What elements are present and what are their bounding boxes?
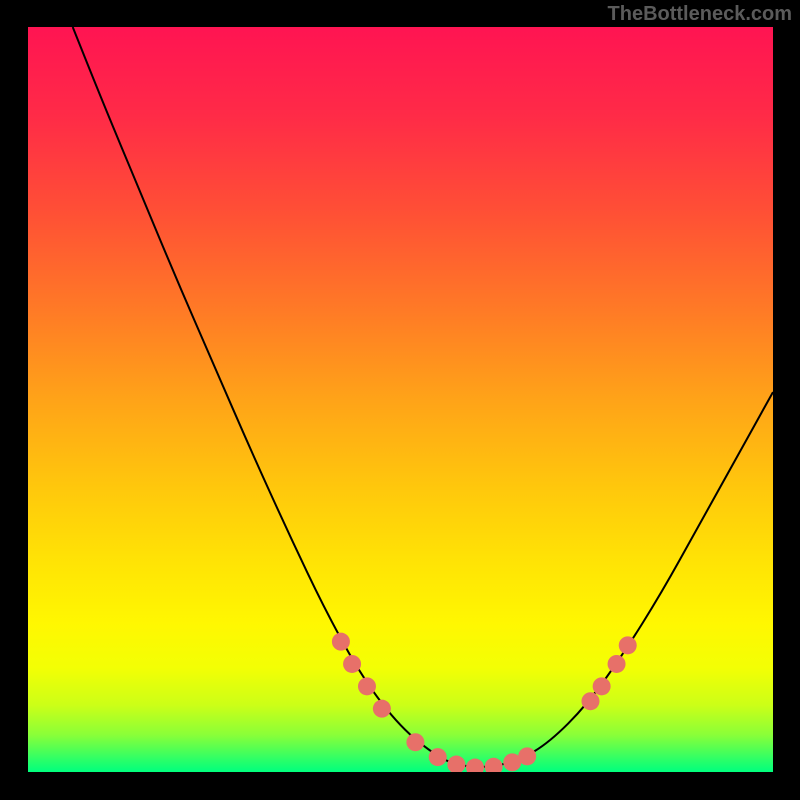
data-marker [447, 756, 465, 772]
data-marker [608, 655, 626, 673]
data-marker [619, 636, 637, 654]
data-marker [343, 655, 361, 673]
chart-container: { "watermark": { "text": "TheBottleneck.… [0, 0, 800, 800]
data-marker [332, 633, 350, 651]
watermark-text: TheBottleneck.com [608, 3, 792, 26]
data-marker [466, 759, 484, 772]
data-marker [518, 747, 536, 765]
data-marker [485, 758, 503, 772]
data-marker [373, 700, 391, 718]
curve-layer [28, 27, 773, 772]
data-marker [358, 677, 376, 695]
bottleneck-curve [73, 27, 773, 767]
data-marker [429, 748, 447, 766]
data-marker [406, 733, 424, 751]
plot-area [28, 27, 773, 772]
data-marker [581, 692, 599, 710]
data-marker [593, 677, 611, 695]
